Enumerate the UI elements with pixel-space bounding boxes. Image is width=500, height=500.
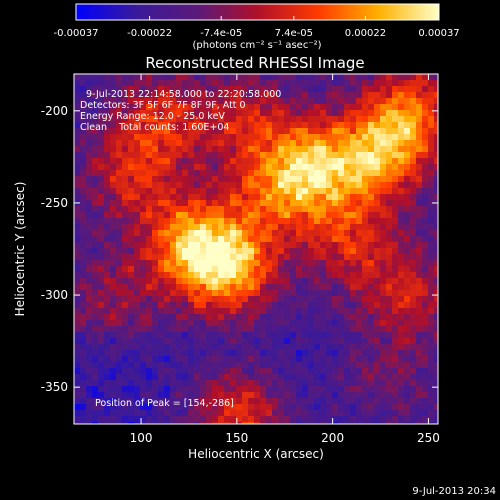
x-tick-label: 200 [321,431,344,445]
detectors-annotation: Detectors: 3F 5F 6F 7F 8F 9F, Att 0 [80,100,246,111]
colorbar-ticks: -0.00037 -0.00022 -7.4e-05 7.4e-05 0.00022 0.… [54,16,460,39]
x-tick-label: 250 [417,431,440,445]
y-tick-label: -250 [41,196,68,210]
energy-annotation: Energy Range: 12.0 - 25.0 keV [80,111,225,122]
colorbar-tick-label: -0.00022 [127,28,172,39]
colorbar-tick-label: 0.00037 [418,28,459,39]
y-tick-label: -200 [41,104,68,118]
colorbar-gradient [75,3,440,21]
clean-annotation: Clean Total counts: 1.60E+04 [80,122,229,133]
colorbar: -0.00037 -0.00022 -7.4e-05 7.4e-05 0.00022 0.… [54,3,460,51]
image-area: 100 150 200 250 -200 -250 -300 -350 [41,73,440,445]
y-tick-label: -350 [41,380,68,394]
y-axis-ticks: -200 -250 -300 -350 [41,104,438,394]
colorbar-unit-label: (photons cm⁻² s⁻¹ asec⁻²) [192,40,321,51]
colorbar-tick-label: -7.4e-05 [200,28,242,39]
colorbar-tick-label: 0.00022 [345,28,386,39]
x-tick-label: 150 [225,431,248,445]
x-axis-ticks: 100 150 200 250 [130,74,440,445]
plot-frame [73,73,439,425]
peak-annotation: Position of Peak = [154,-286] [95,398,234,409]
x-axis-label: Heliocentric X (arcsec) [188,447,324,461]
time-range-annotation: 9-Jul-2013 22:14:58.000 to 22:20:58.000 [86,89,281,100]
chart-title: Reconstructed RHESSI Image [145,54,364,72]
annotations: 9-Jul-2013 22:14:58.000 to 22:20:58.000 … [80,89,281,409]
y-axis-label: Heliocentric Y (arcsec) [13,182,27,317]
y-tick-label: -300 [41,288,68,302]
colorbar-tick-label: 7.4e-05 [275,28,313,39]
footer-timestamp: 9-Jul-2013 20:34 [412,486,496,497]
x-tick-label: 100 [130,431,153,445]
heatmap-image [74,74,438,424]
colorbar-tick-label: -0.00037 [54,28,99,39]
